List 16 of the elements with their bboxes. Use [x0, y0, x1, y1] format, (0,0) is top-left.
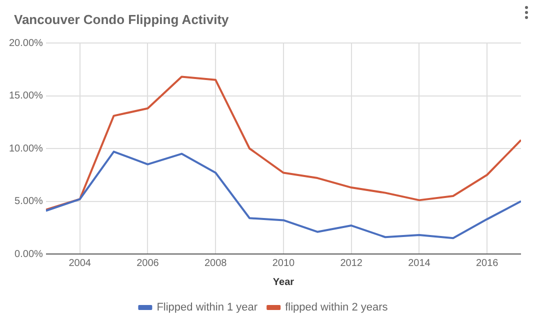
y-tick-label: 20.00%: [8, 38, 44, 49]
y-tick-label: 5.00%: [14, 196, 44, 207]
y-tick-label: 0.00%: [14, 248, 44, 260]
x-tick-label: 2010: [272, 258, 296, 269]
x-tick-label: 2014: [408, 258, 431, 269]
x-tick-label: 2012: [340, 258, 363, 269]
x-tick-label: 2006: [136, 258, 160, 269]
x-axis-title: Year: [272, 276, 294, 288]
x-tick-label: 2016: [476, 258, 499, 269]
x-tick-label: 2008: [204, 258, 228, 269]
chart-title: Vancouver Condo Flipping Activity: [14, 12, 229, 27]
legend-label: flipped within 2 years: [285, 302, 388, 314]
y-tick-label: 10.00%: [8, 143, 44, 154]
legend-label: Flipped within 1 year: [156, 302, 258, 314]
x-tick-label: 2004: [68, 258, 92, 269]
y-tick-label: 15.00%: [8, 90, 44, 102]
